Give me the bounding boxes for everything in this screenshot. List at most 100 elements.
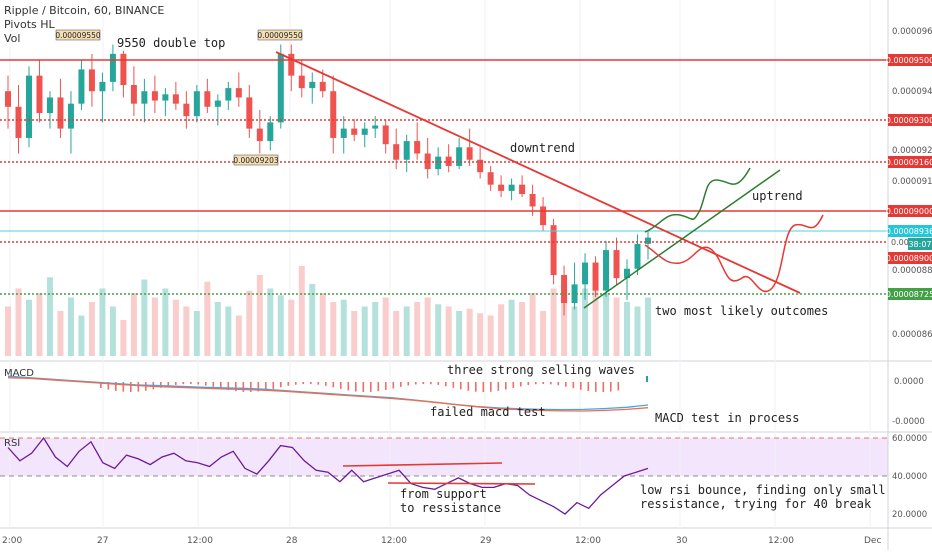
volume-bar bbox=[487, 315, 494, 356]
macd-hist-bar bbox=[467, 382, 470, 391]
candle-body bbox=[288, 53, 295, 76]
volume-bar bbox=[309, 284, 316, 356]
candle-body bbox=[519, 184, 526, 195]
rsi-support-line[interactable] bbox=[387, 482, 536, 485]
macd-hist-bar bbox=[430, 382, 432, 385]
macd-hist-bar bbox=[490, 382, 492, 392]
candle-body bbox=[498, 184, 505, 191]
candle-body bbox=[361, 128, 368, 135]
macd-hist-bar bbox=[595, 382, 597, 392]
macd-hist-bar bbox=[325, 382, 327, 386]
macd-line bbox=[7, 375, 649, 411]
uptrend-line[interactable] bbox=[583, 169, 781, 309]
candle-body bbox=[99, 81, 106, 92]
time-tick-2: 27 bbox=[97, 536, 108, 546]
time-tick-3: 12:00 bbox=[187, 536, 213, 546]
macd-hist-bar bbox=[227, 382, 230, 390]
candle-body bbox=[5, 91, 11, 107]
rsi-resistance-line[interactable] bbox=[342, 462, 503, 467]
candle-body bbox=[78, 69, 85, 104]
candle-body bbox=[204, 91, 211, 107]
volume-bar bbox=[634, 306, 641, 356]
macd-hist-bar bbox=[400, 382, 402, 387]
candle-body bbox=[393, 144, 400, 160]
volume-bar bbox=[36, 293, 43, 356]
time-tick-1: 2:00 bbox=[2, 536, 22, 546]
macd-hist-bar bbox=[497, 382, 500, 391]
price-tick-3: 0.0000920 bbox=[892, 146, 932, 156]
macd-hist-bar bbox=[617, 382, 620, 391]
macd-hist-bar bbox=[310, 382, 312, 385]
volume-bar bbox=[319, 293, 326, 356]
volume-bar bbox=[550, 288, 557, 356]
macd-hist-bar bbox=[167, 382, 170, 387]
volume-bar bbox=[141, 279, 148, 356]
volume-bar bbox=[57, 311, 64, 356]
macd-hist-bar bbox=[115, 382, 117, 391]
macd-hist-bar bbox=[505, 382, 507, 390]
badge-9500-text: 0.00009500 bbox=[886, 56, 932, 65]
volume-bar bbox=[603, 293, 610, 356]
macd-hist-bar bbox=[295, 382, 297, 385]
downtrend-line[interactable] bbox=[275, 51, 801, 294]
badge-countdown-text: 38:07 bbox=[908, 240, 931, 249]
volume-bar bbox=[78, 315, 85, 356]
candle-body bbox=[477, 159, 484, 173]
candle-body bbox=[88, 69, 95, 92]
badge-8900-text: 0.00008900 bbox=[886, 254, 932, 263]
macd-hist-bar bbox=[362, 382, 365, 392]
candle-body bbox=[46, 97, 53, 114]
macd-hist-bar bbox=[580, 382, 582, 390]
candle-body bbox=[529, 194, 536, 207]
time-axis: 2:00 27 12:00 28 12:00 29 12:00 30 12:00… bbox=[2, 536, 881, 546]
macd-hist-bar bbox=[212, 382, 215, 387]
macd-hist-bar bbox=[482, 382, 485, 392]
macd-hist-bar bbox=[235, 382, 237, 392]
candle-body bbox=[235, 88, 242, 98]
badge-current-text: 0.00008936 bbox=[886, 227, 932, 236]
volume-bar bbox=[204, 281, 211, 356]
volume-bar bbox=[130, 293, 137, 356]
candles bbox=[5, 44, 651, 316]
volume-bar bbox=[382, 297, 389, 356]
badge-current: 0.00008936 bbox=[886, 225, 932, 237]
candle-body bbox=[130, 84, 137, 104]
indicator-vol-label: Vol bbox=[4, 32, 20, 45]
candle-body bbox=[372, 125, 379, 129]
candle-body bbox=[183, 103, 190, 117]
bullish-outcome-path[interactable] bbox=[644, 167, 751, 233]
rsi-band bbox=[0, 438, 888, 476]
volume-bar bbox=[351, 311, 358, 356]
volume-bar bbox=[5, 306, 11, 356]
macd-hist-bar bbox=[646, 376, 648, 382]
pivot-label-1: 0.00009550 bbox=[55, 29, 101, 41]
candle-body bbox=[151, 91, 158, 101]
volume-bar bbox=[277, 295, 284, 356]
volume-bar bbox=[15, 288, 22, 356]
badge-9160: 0.00009160 bbox=[886, 156, 932, 168]
volume-bar bbox=[403, 306, 410, 356]
volume-bar bbox=[67, 297, 74, 356]
volume-bar bbox=[445, 306, 452, 356]
macd-hist-bar bbox=[610, 382, 612, 392]
candle-body bbox=[382, 125, 389, 145]
candle-body bbox=[256, 128, 263, 142]
candle-body bbox=[540, 206, 547, 226]
candle-body bbox=[162, 94, 169, 101]
candle-body bbox=[456, 147, 463, 166]
time-tick-5: 12:00 bbox=[381, 536, 407, 546]
macd-hist-bar bbox=[587, 382, 590, 392]
macd-hist-bar bbox=[557, 382, 560, 386]
candle-body bbox=[403, 141, 410, 160]
bearish-outcome-path[interactable] bbox=[644, 214, 824, 293]
volume-bar bbox=[645, 297, 651, 356]
candle-body bbox=[634, 243, 641, 269]
macd-hist-bar bbox=[160, 382, 162, 388]
candle-body bbox=[141, 91, 148, 104]
volume-bar bbox=[88, 302, 95, 356]
